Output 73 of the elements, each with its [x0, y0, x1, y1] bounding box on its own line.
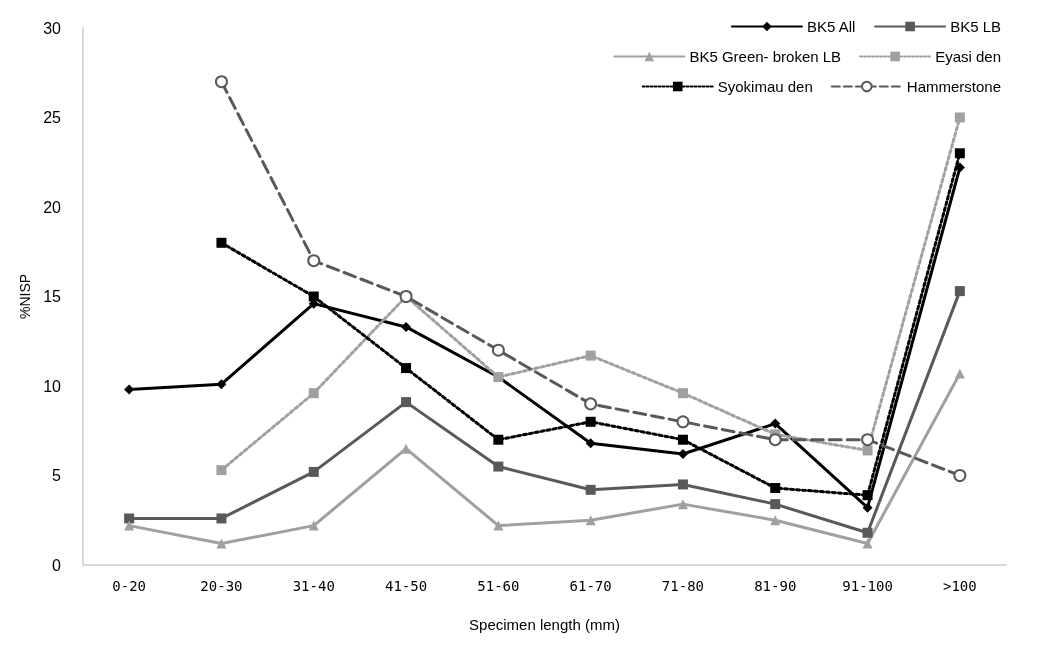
point: [954, 368, 965, 379]
point: [677, 479, 688, 490]
legend-label: Hammerstone: [906, 78, 1002, 95]
point: [770, 515, 781, 526]
x-axis-title: Specimen length (mm): [469, 616, 620, 633]
point: [954, 148, 965, 159]
point: [954, 286, 965, 297]
y-tick-label: 20: [43, 198, 62, 216]
point: [308, 520, 319, 531]
x-tick-label: 31-40: [292, 578, 335, 594]
legend-label: Syokimau den: [717, 78, 813, 95]
y-tick-label: 10: [43, 377, 62, 395]
point: [493, 461, 504, 472]
y-tick-label: 15: [43, 288, 62, 305]
y-tick-label: 5: [52, 467, 62, 484]
point: [491, 343, 505, 357]
legend-label: Eyasi den: [935, 48, 1001, 65]
y-tick-label: 25: [43, 109, 62, 126]
point: [953, 469, 967, 482]
x-tick-label: >100: [942, 578, 977, 594]
y-tick-label: 30: [43, 19, 62, 37]
x-tick-label: 71-80: [661, 578, 705, 594]
point: [585, 416, 596, 427]
point: [216, 538, 227, 549]
point: [401, 321, 412, 332]
x-tick-label: 41-50: [384, 578, 428, 594]
point: [585, 515, 596, 526]
point: [770, 499, 781, 510]
point: [862, 502, 873, 513]
x-tick-label: 20-30: [200, 578, 243, 594]
point: [770, 483, 781, 494]
point: [493, 434, 504, 445]
point: [862, 527, 873, 538]
point: [124, 513, 135, 524]
point: [862, 445, 873, 456]
legend-label: BK5 Green- broken LB: [689, 48, 842, 65]
point: [677, 388, 688, 399]
point: [216, 513, 227, 524]
point: [124, 384, 135, 395]
point: [401, 363, 412, 374]
point: [307, 254, 321, 268]
legend-label: BK5 LB: [950, 18, 1002, 35]
point: [216, 237, 227, 248]
point: [124, 520, 135, 531]
x-tick-label: 0-20: [112, 578, 147, 594]
point: [216, 379, 227, 390]
point: [308, 466, 319, 477]
point: [585, 484, 596, 495]
point: [584, 397, 598, 411]
y-axis-title: %NISP: [17, 273, 34, 320]
point: [585, 350, 596, 361]
x-tick-label: 61-70: [569, 578, 612, 594]
point: [770, 418, 781, 429]
point: [216, 465, 227, 476]
point: [308, 291, 319, 302]
x-tick-label: 81-90: [754, 578, 797, 594]
point: [861, 433, 875, 447]
point: [677, 499, 688, 510]
point: [768, 433, 782, 447]
y-tick-label: 0: [52, 556, 62, 574]
point: [401, 397, 412, 408]
legend-label: BK5 All: [806, 18, 856, 35]
point: [862, 490, 873, 501]
x-tick-label: 91-100: [842, 578, 893, 594]
point: [585, 438, 596, 449]
x-tick-label: 51-60: [477, 578, 520, 594]
point: [676, 415, 690, 429]
point: [308, 388, 319, 399]
point: [954, 112, 965, 123]
point: [862, 538, 873, 549]
point: [493, 520, 504, 531]
point: [677, 434, 688, 445]
point: [214, 75, 228, 89]
